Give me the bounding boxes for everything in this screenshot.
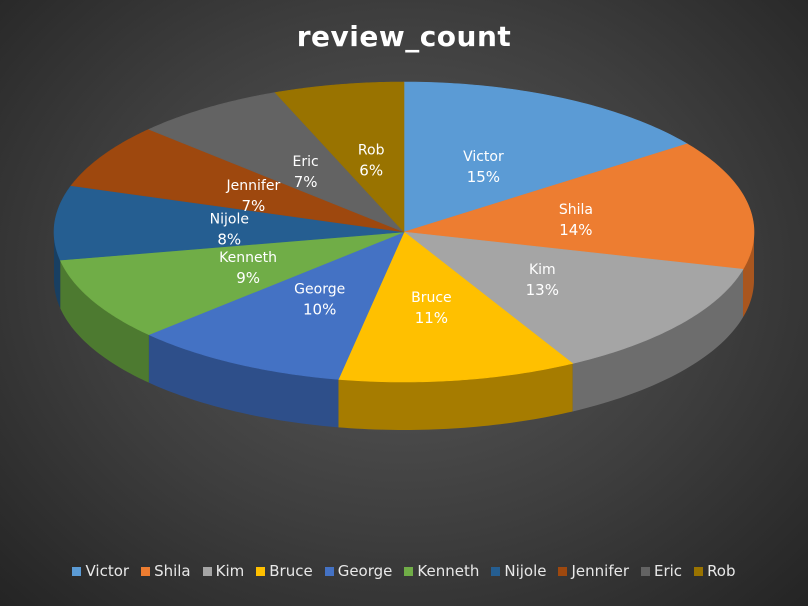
pie-slice-jennifer[interactable] (70, 128, 405, 233)
pie-side-shila (743, 232, 754, 318)
data-label-name-nijole: Nijole (210, 211, 249, 227)
legend-swatch (72, 566, 82, 576)
data-label-name-george: George (294, 282, 345, 298)
pie-side-nijole (54, 232, 61, 309)
chart-legend: Victor Shila Kim Bruce George Kenneth Nijole Je… (0, 562, 808, 580)
pie-slice-kim[interactable] (402, 231, 744, 364)
legend-label: Kim (215, 562, 245, 580)
data-label-name-victor: Victor (463, 149, 504, 165)
data-label-name-shila: Shila (559, 202, 593, 218)
pie-slice-kenneth[interactable] (59, 231, 405, 336)
pie-side-george (148, 334, 339, 428)
legend-label: Rob (707, 562, 736, 580)
legend-swatch (324, 566, 334, 576)
pie-slice-bruce[interactable] (337, 231, 574, 383)
legend-label: Nijole (504, 562, 547, 580)
legend-swatch (558, 566, 568, 576)
data-label-name-jennifer: Jennifer (226, 178, 281, 194)
legend-item-eric[interactable]: Eric (641, 562, 682, 580)
data-label-percent-kim: 13% (526, 281, 559, 299)
data-label-percent-rob: 6% (359, 161, 383, 179)
legend-swatch (256, 566, 266, 576)
legend-item-jennifer[interactable]: Jennifer (558, 562, 629, 580)
legend-label: Bruce (269, 562, 313, 580)
legend-label: Kenneth (417, 562, 480, 580)
data-label-percent-kenneth: 9% (236, 269, 260, 287)
legend-item-rob[interactable]: Rob (694, 562, 736, 580)
data-label-percent-shila: 14% (559, 221, 592, 239)
data-labels: Victor 15% Shila 14% Kim 13% Bruce 11% George 10%… (210, 142, 593, 327)
data-label-name-eric: Eric (292, 154, 318, 170)
legend-item-bruce[interactable]: Bruce (256, 562, 313, 580)
legend-swatch (491, 566, 501, 576)
legend-item-victor[interactable]: Victor (72, 562, 129, 580)
data-label-percent-jennifer: 7% (242, 197, 266, 215)
legend-label: Jennifer (571, 562, 629, 580)
pie-top (53, 81, 755, 383)
legend-label: Shila (154, 562, 191, 580)
pie-slice-nijole[interactable] (53, 185, 405, 261)
legend-swatch (694, 566, 704, 576)
legend-item-george[interactable]: George (324, 562, 393, 580)
legend-label: Victor (85, 562, 130, 580)
legend-item-shila[interactable]: Shila (141, 562, 191, 580)
pie-side-bruce (338, 363, 573, 430)
legend-label: Eric (654, 562, 683, 580)
pie-slice-shila[interactable] (403, 143, 755, 270)
legend-label: George (337, 562, 393, 580)
legend-swatch (202, 566, 212, 576)
data-label-name-kim: Kim (529, 262, 556, 278)
pie-slice-george[interactable] (148, 231, 405, 380)
data-label-percent-eric: 7% (294, 173, 318, 191)
data-label-percent-victor: 15% (467, 168, 500, 186)
data-label-name-bruce: Bruce (411, 290, 452, 306)
pie-slice-eric[interactable] (148, 92, 405, 233)
pie-sides (54, 232, 754, 430)
legend-swatch (641, 566, 650, 576)
data-label-percent-bruce: 11% (415, 309, 448, 327)
data-label-percent-nijole: 8% (217, 230, 241, 248)
legend-item-kim[interactable]: Kim (202, 562, 245, 580)
data-label-percent-george: 10% (303, 301, 336, 319)
pie-side-kim (572, 269, 743, 412)
pie-slice-victor[interactable] (403, 81, 688, 233)
legend-item-nijole[interactable]: Nijole (491, 562, 546, 580)
legend-swatch (404, 566, 414, 576)
legend-swatch (141, 566, 151, 576)
chart-title: review_count (296, 20, 512, 53)
data-label-name-rob: Rob (358, 142, 385, 158)
pie-side-kenneth (60, 260, 149, 383)
legend-item-kenneth[interactable]: Kenneth (404, 562, 479, 580)
pie-slice-rob[interactable] (274, 81, 405, 233)
data-label-name-kenneth: Kenneth (219, 250, 277, 266)
